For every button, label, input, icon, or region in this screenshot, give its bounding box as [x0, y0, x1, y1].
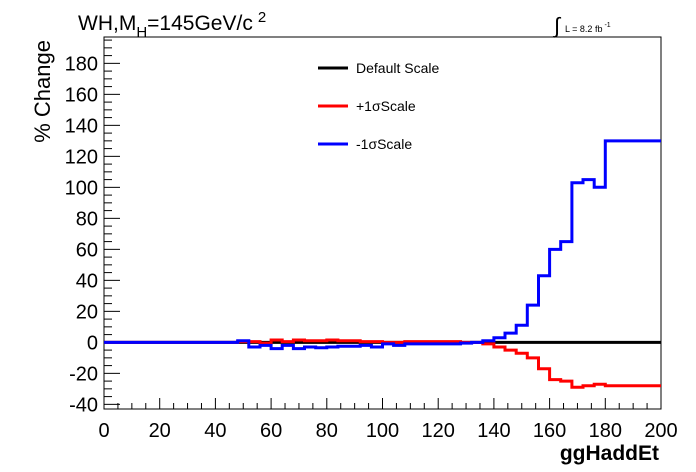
x-tick-label: 140 — [477, 420, 510, 442]
y-tick-label: 100 — [65, 177, 98, 199]
legend-label: Default Scale — [356, 60, 439, 76]
lumi-label: ∫ L = 8.2 fb -1 — [552, 13, 611, 38]
x-tick-label: 20 — [149, 420, 171, 442]
y-tick-label: 80 — [76, 208, 98, 230]
y-tick-label: 140 — [65, 115, 98, 137]
x-tick-label: 100 — [366, 420, 399, 442]
y-axis-title: % Change — [30, 40, 55, 143]
y-tick-label: -40 — [69, 394, 98, 416]
integral-sign: ∫ — [552, 13, 562, 38]
x-axis: 0 20 40 60 80 100 120 140 160 180 200 — [98, 398, 678, 442]
y-tick-label: 120 — [65, 146, 98, 168]
legend-label: +1σScale — [356, 98, 416, 114]
legend-label: -1σScale — [356, 136, 412, 152]
plot-frame — [103, 36, 662, 410]
y-tick-label: 20 — [76, 301, 98, 323]
y-tick-label: 160 — [65, 84, 98, 106]
x-tick-label: 180 — [589, 420, 622, 442]
y-tick-label: 60 — [76, 239, 98, 261]
y-tick-label: 180 — [65, 53, 98, 75]
series-group — [104, 139, 661, 389]
x-tick-label: 80 — [316, 420, 338, 442]
x-tick-label: 200 — [644, 420, 677, 442]
x-tick-label: 60 — [260, 420, 282, 442]
x-tick-label: 120 — [422, 420, 455, 442]
y-tick-label: 40 — [76, 270, 98, 292]
lumi-text: L = 8.2 fb -1 — [565, 22, 611, 34]
legend: Default Scale +1σScale -1σScale — [318, 60, 439, 152]
x-tick-label: 40 — [204, 420, 226, 442]
series-line-1-scale — [104, 139, 661, 351]
chart-title: WH,MH=145GeV/c 2 — [78, 9, 266, 41]
x-axis-title: ggHaddEt — [560, 442, 659, 465]
y-axis: -40 -20 0 20 40 60 80 100 120 140 160 180 — [65, 39, 120, 416]
x-tick-label: 160 — [533, 420, 566, 442]
y-tick-label: 0 — [87, 332, 98, 354]
x-tick-label: 0 — [98, 420, 109, 442]
y-tick-label: -20 — [69, 363, 98, 385]
